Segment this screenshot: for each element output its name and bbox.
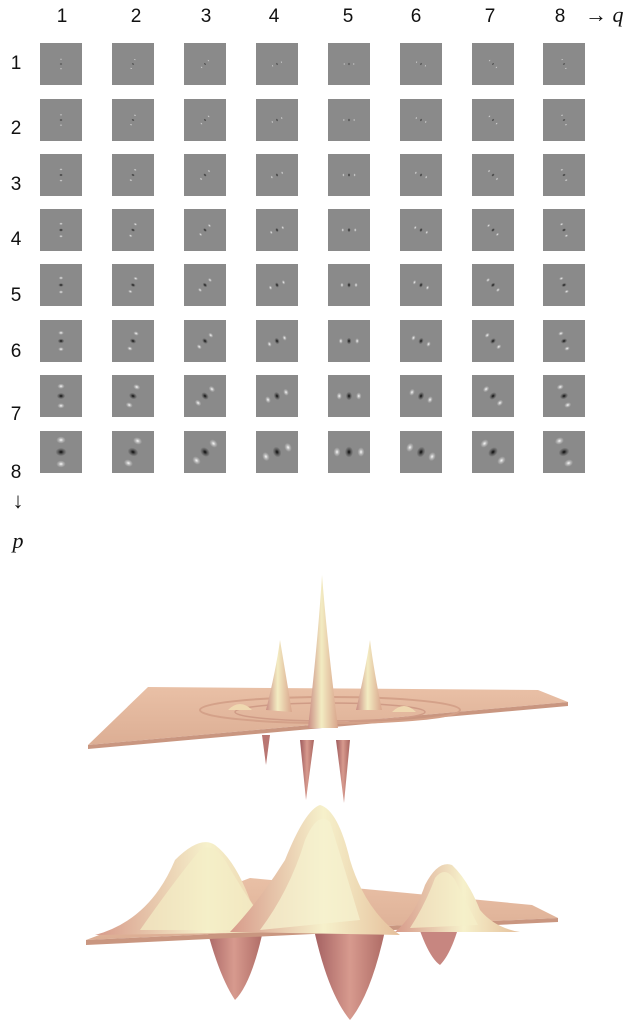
gabor-tile <box>472 209 514 251</box>
low-frequency-gabor-surface <box>86 805 558 1020</box>
gabor-tile <box>184 209 226 251</box>
gabor-tile <box>256 320 298 362</box>
gabor-tile <box>400 43 442 85</box>
gabor-tile <box>184 264 226 306</box>
gabor-tile <box>472 375 514 417</box>
gabor-tile <box>256 43 298 85</box>
column-label-6: 6 <box>410 6 422 27</box>
gabor-tile <box>400 209 442 251</box>
column-label-8: 8 <box>554 6 566 27</box>
row-label-5: 5 <box>10 285 22 306</box>
gabor-tile <box>40 154 82 196</box>
gabor-tile <box>112 209 154 251</box>
gabor-tile <box>543 99 585 141</box>
gabor-tile <box>112 154 154 196</box>
gabor-tile <box>328 375 370 417</box>
gabor-tile <box>472 154 514 196</box>
gabor-tile <box>256 209 298 251</box>
gabor-tile <box>40 375 82 417</box>
q-axis-variable: q <box>612 2 624 27</box>
gabor-tile <box>256 99 298 141</box>
gabor-tile <box>472 431 514 473</box>
gabor-tile <box>472 99 514 141</box>
gabor-tile <box>184 154 226 196</box>
gabor-tile <box>40 99 82 141</box>
column-label-1: 1 <box>56 6 68 27</box>
gabor-tile <box>400 320 442 362</box>
gabor-tile <box>40 43 82 85</box>
row-label-1: 1 <box>10 53 22 74</box>
high-frequency-gabor-surface <box>88 575 568 803</box>
column-label-3: 3 <box>200 6 212 27</box>
gabor-tile <box>400 99 442 141</box>
gabor-tile <box>543 431 585 473</box>
gabor-tile <box>256 154 298 196</box>
gabor-tile <box>112 99 154 141</box>
gabor-tile <box>112 43 154 85</box>
gabor-tile <box>543 154 585 196</box>
gabor-tile <box>184 99 226 141</box>
gabor-tile <box>256 431 298 473</box>
gabor-tile <box>328 154 370 196</box>
column-label-7: 7 <box>484 6 496 27</box>
gabor-tile <box>328 43 370 85</box>
q-axis-label: → q <box>585 2 624 28</box>
p-axis-variable: p <box>12 528 24 553</box>
gabor-tile <box>543 320 585 362</box>
column-label-5: 5 <box>342 6 354 27</box>
gabor-tile <box>184 375 226 417</box>
gabor-tile <box>112 431 154 473</box>
gabor-tile <box>328 209 370 251</box>
gabor-tile <box>184 431 226 473</box>
row-label-7: 7 <box>10 404 22 425</box>
gabor-tile <box>328 320 370 362</box>
gabor-tile <box>400 375 442 417</box>
gabor-tile <box>328 431 370 473</box>
gabor-tile <box>112 320 154 362</box>
gabor-tile <box>328 99 370 141</box>
row-label-6: 6 <box>10 341 22 362</box>
gabor-tile <box>40 209 82 251</box>
gabor-tile <box>184 320 226 362</box>
p-axis-arrow: ↓ <box>12 488 24 513</box>
gabor-tile <box>543 264 585 306</box>
gabor-tile <box>112 264 154 306</box>
q-axis-arrow: → <box>585 2 607 27</box>
column-label-4: 4 <box>268 6 280 27</box>
gabor-tile <box>472 43 514 85</box>
gabor-tile <box>256 264 298 306</box>
gabor-tile <box>400 431 442 473</box>
gabor-tile <box>400 264 442 306</box>
gabor-tile <box>400 154 442 196</box>
row-label-2: 2 <box>10 118 22 139</box>
gabor-surface-plots <box>86 575 568 1020</box>
gabor-tile <box>543 43 585 85</box>
gabor-tile <box>543 209 585 251</box>
row-label-3: 3 <box>10 174 22 195</box>
gabor-tile <box>184 43 226 85</box>
row-label-4: 4 <box>10 229 22 250</box>
gabor-tile <box>112 375 154 417</box>
gabor-tile <box>256 375 298 417</box>
gabor-tile <box>40 264 82 306</box>
gabor-tile <box>40 431 82 473</box>
column-label-2: 2 <box>130 6 142 27</box>
gabor-tile <box>40 320 82 362</box>
gabor-tile <box>328 264 370 306</box>
gabor-tile <box>472 320 514 362</box>
gabor-tile <box>472 264 514 306</box>
gabor-tile <box>543 375 585 417</box>
row-label-8: 8 <box>10 462 22 483</box>
